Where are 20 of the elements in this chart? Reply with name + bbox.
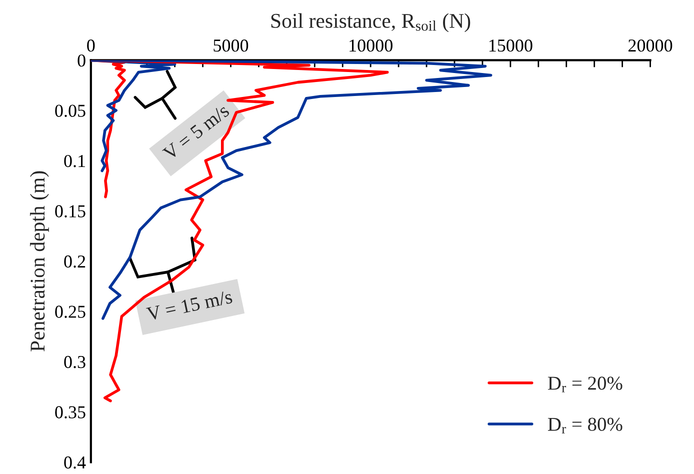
annotation: V = 5 m/s [162,104,230,161]
x-tick-label: 5000 [214,39,248,52]
x-tick-label: 10000 [350,39,392,52]
x-tick-label: 20000 [628,39,672,52]
x-tick-label: 0 [87,39,95,52]
legend-label: D$_{r}$ = 80% [548,418,622,434]
y-tick-label: 0.25 [55,306,86,318]
y-tick-label: 0.05 [55,104,86,117]
y-tick-label: 0.1 [64,154,85,168]
y-tick-label: 0.35 [55,406,86,418]
x-axis-title: Soil resistance, R$_{soil}$ (N) [271,13,470,32]
y-tick-label: 0.15 [55,205,86,218]
y-axis-title: Penetration depth (m) [30,171,49,352]
y-tick-label: 0.3 [64,356,86,368]
y-tick-label: 0 [78,54,86,67]
y-tick-label: 0.4 [64,456,86,469]
legend-label: D$_{r}$ = 20% [548,376,622,392]
y-tick-label: 0.2 [64,255,86,268]
x-tick-label: 15000 [489,39,532,52]
annotation: V = 15 m/s [146,290,233,321]
